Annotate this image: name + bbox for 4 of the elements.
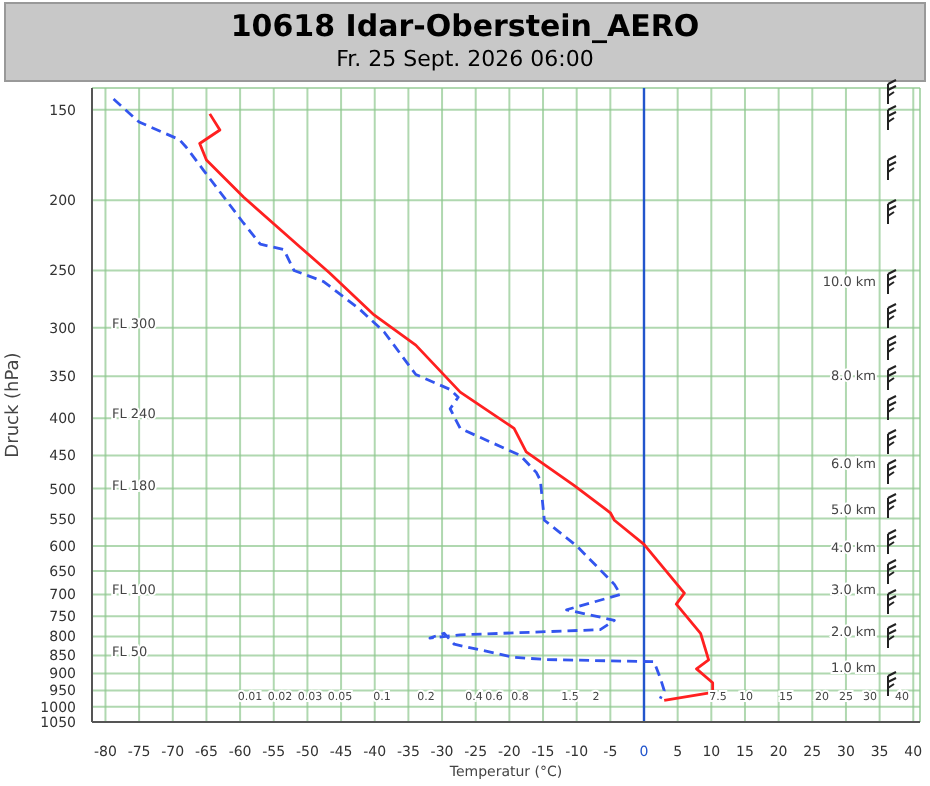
chart-title: 10618 Idar-Oberstein_AERO [228,8,702,46]
chart-subtitle: Fr. 25 Sept. 2026 06:00 [334,46,596,74]
line-series [112,97,666,701]
y-axis-title: Druck (hPa) [4,352,25,458]
